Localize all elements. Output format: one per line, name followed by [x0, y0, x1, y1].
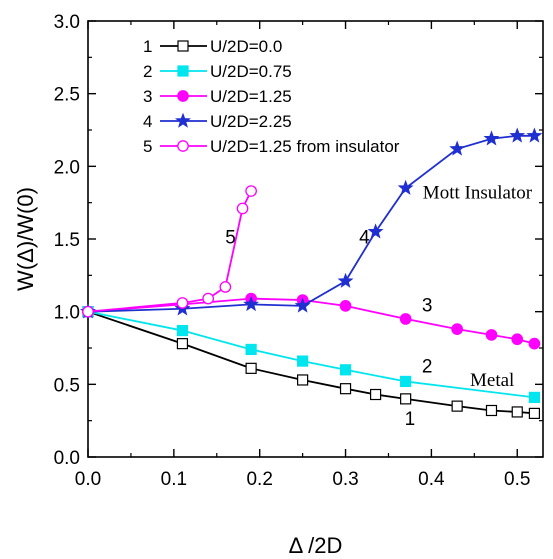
- series-2-point: [528, 391, 541, 404]
- legend-label: U/2D=1.25: [210, 87, 292, 106]
- series-4-point: [449, 140, 466, 156]
- legend-index: 4: [143, 112, 152, 131]
- x-axis-title: Δ /2D: [289, 533, 343, 558]
- series-4-point: [243, 296, 260, 312]
- metal-annotation: Metal: [470, 370, 514, 391]
- series-1-point: [451, 400, 463, 412]
- series-2-point: [245, 343, 257, 356]
- series-1-point: [485, 404, 498, 417]
- axes: 0.0 0.1 0.2 0.3 0.4 0.5 0.0 0.5 1.0 1.5 2.0 2.5 3.0 Δ…: [13, 12, 543, 558]
- series-3-point: [511, 333, 524, 346]
- series-2-line: [87, 310, 535, 399]
- y-tick-label: 2.0: [54, 157, 80, 178]
- series-5-point: [176, 297, 189, 309]
- curve-label-1: 1: [405, 409, 416, 430]
- legend-item-5: 5 U/2D=1.25 from insulator: [143, 137, 400, 156]
- series-3-point: [528, 337, 541, 350]
- plot-border: [87, 20, 544, 458]
- y-axis-title: W(Δ)/W(0): [13, 187, 38, 291]
- series-4-line: [87, 134, 535, 313]
- curve-label-3: 3: [422, 296, 433, 317]
- series-1-point: [400, 393, 412, 405]
- legend-label: U/2D=0.75: [210, 62, 292, 81]
- legend: 1 U/2D=0.0 2 U/2D=0.75 3 U/2D=1.25 4 U/2D=2.25 5…: [143, 37, 400, 156]
- y-tick-label: 1.5: [54, 230, 80, 251]
- series-3-point: [485, 329, 498, 341]
- series-4-point: [367, 223, 384, 239]
- legend-marker: [177, 140, 189, 152]
- series-4-point: [294, 297, 311, 313]
- legend-item-4: 4 U/2D=2.25: [143, 112, 292, 131]
- series-4-point: [337, 272, 354, 288]
- series-3-line: [87, 297, 535, 345]
- legend-marker: [177, 90, 189, 102]
- series-3-point: [339, 300, 352, 312]
- series-5-point: [202, 292, 215, 305]
- series-5: [82, 185, 257, 318]
- x-tick-label: 0.2: [246, 469, 272, 490]
- legend-index: 1: [143, 37, 152, 56]
- legend-marker: [175, 112, 191, 128]
- series-5-point: [82, 305, 94, 318]
- y-tick-label: 2.5: [54, 85, 80, 106]
- series-1-point: [369, 388, 382, 401]
- series-1-point: [297, 374, 309, 386]
- legend-marker: [177, 40, 189, 52]
- x-tick-label: 0.4: [418, 469, 445, 490]
- y-tick-label: 1.0: [54, 303, 80, 324]
- x-tick-label: 0.3: [332, 469, 358, 490]
- x-tick-label: 0.1: [161, 469, 187, 490]
- series-2-point: [400, 375, 412, 388]
- series-4-point: [483, 130, 500, 146]
- series-5-line: [87, 190, 252, 313]
- series-3-point: [451, 323, 464, 335]
- series-3-point: [399, 313, 412, 325]
- legend-label: U/2D=2.25: [210, 112, 292, 131]
- legend-label: U/2D=0.0: [210, 37, 282, 56]
- series-4-point: [397, 179, 414, 195]
- legend-item-1: 1 U/2D=0.0: [143, 37, 282, 56]
- series-5-point: [219, 281, 232, 293]
- series-5-point: [245, 185, 257, 197]
- series-1-point: [339, 383, 352, 395]
- series-4-point: [509, 127, 526, 143]
- series-1-point: [176, 338, 189, 350]
- curve-label-5: 5: [225, 227, 236, 248]
- series-4: [80, 127, 543, 319]
- series-1-point: [245, 362, 257, 374]
- annotations: 1 2 3 4 5 Mott Insulator Metal: [225, 182, 533, 430]
- x-tick-label: 0.5: [504, 469, 530, 490]
- curve-label-4: 4: [359, 227, 370, 248]
- series-2-point: [176, 324, 189, 337]
- y-tick-label: 3.0: [54, 12, 80, 33]
- legend-index: 5: [143, 137, 152, 156]
- legend-item-3: 3 U/2D=1.25: [143, 87, 292, 106]
- data-series: [80, 127, 543, 419]
- legend-index: 3: [143, 87, 152, 106]
- series-4-point: [526, 127, 543, 143]
- plot-frame: [87, 20, 544, 458]
- mott-insulator-annotation: Mott Insulator: [423, 182, 533, 203]
- legend-label: U/2D=1.25 from insulator: [210, 137, 400, 156]
- y-tick-label: 0.0: [54, 448, 80, 469]
- series-1-point: [511, 406, 523, 418]
- series-2-point: [297, 355, 309, 367]
- series-3: [82, 292, 541, 350]
- legend-item-2: 2 U/2D=0.75: [143, 62, 292, 81]
- curve-label-2: 2: [422, 357, 433, 378]
- series-2-point: [339, 364, 352, 376]
- series-5-point: [236, 202, 249, 215]
- legend-index: 2: [143, 62, 152, 81]
- x-tick-label: 0.0: [75, 469, 101, 490]
- series-1-point: [528, 407, 541, 419]
- legend-marker: [177, 65, 189, 77]
- y-tick-label: 0.5: [54, 375, 80, 396]
